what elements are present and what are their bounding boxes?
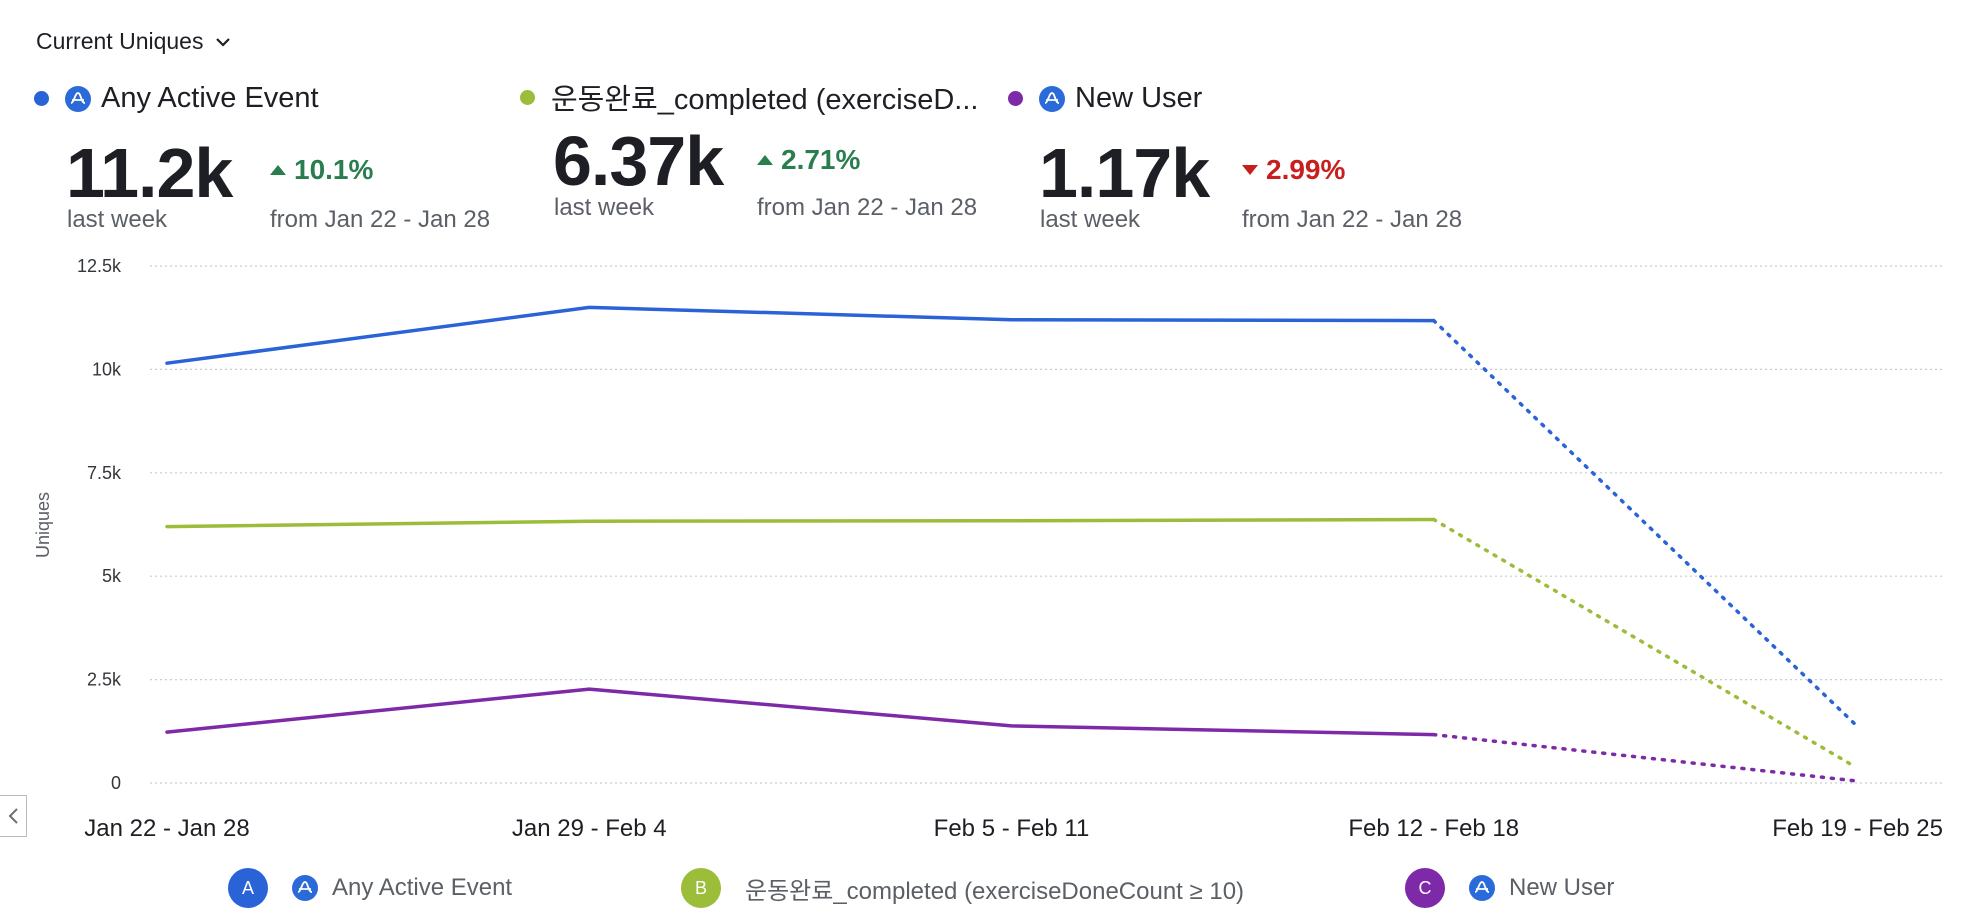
- chevron-left-icon: [8, 808, 18, 824]
- series-line-incomplete: [1432, 517, 1858, 770]
- y-axis-label: Uniques: [33, 492, 53, 558]
- amplitude-icon: [65, 85, 91, 112]
- chevron-down-icon: [216, 37, 231, 47]
- legend-item-c[interactable]: C New User: [1405, 868, 1614, 908]
- kpi-period: last week: [1040, 206, 1141, 233]
- y-tick-label: 0: [111, 773, 121, 793]
- kpi-value: 1.17k: [1039, 134, 1210, 212]
- x-tick-label: Jan 29 - Feb 4: [512, 815, 667, 842]
- series-dot: [34, 91, 49, 106]
- series-line: [165, 517, 1436, 529]
- x-tick-label: Feb 19 - Feb 25: [1772, 815, 1943, 842]
- kpi-delta: 2.71%: [757, 144, 860, 176]
- series-badge: A: [228, 868, 268, 908]
- kpi-from: from Jan 22 - Jan 28: [757, 194, 978, 221]
- kpi-from: from Jan 22 - Jan 28: [1242, 206, 1463, 233]
- metric-dropdown-label: Current Uniques: [36, 28, 204, 54]
- legend-label: New User: [1509, 874, 1615, 901]
- amplitude-icon: [1039, 85, 1065, 112]
- legend-item-a[interactable]: A Any Active Event: [228, 868, 512, 908]
- series-line-incomplete: [1432, 732, 1858, 783]
- kpi-period: last week: [67, 206, 168, 233]
- series-badge: B: [681, 868, 721, 908]
- kpi-name: 운동완료_completed (exerciseD...: [551, 84, 979, 116]
- collapse-panel-button[interactable]: [0, 795, 27, 837]
- kpi-name: Any Active Event: [101, 82, 319, 114]
- x-tick-label: Jan 22 - Jan 28: [84, 815, 249, 842]
- y-tick-label: 7.5k: [87, 463, 122, 483]
- metric-dropdown[interactable]: Current Uniques: [36, 28, 233, 55]
- legend-item-b[interactable]: B 운동완료_completed (exerciseDoneCount ≥ 10…: [681, 868, 1244, 908]
- amplitude-icon: [1469, 875, 1495, 901]
- series-badge: C: [1405, 868, 1445, 908]
- series-line-incomplete: [1432, 318, 1858, 727]
- up-arrow-icon: [270, 165, 286, 175]
- legend-label: Any Active Event: [332, 874, 513, 901]
- kpi-value: 11.2k: [66, 134, 233, 212]
- legend-label: 운동완료_completed (exerciseDoneCount ≥ 10): [745, 877, 1245, 905]
- kpi-value: 6.37k: [553, 122, 724, 200]
- x-tick-label: Feb 5 - Feb 11: [934, 815, 1090, 842]
- kpi-delta: 10.1%: [270, 154, 373, 186]
- x-tick-label: Feb 12 - Feb 18: [1348, 815, 1519, 842]
- y-tick-label: 2.5k: [87, 670, 122, 690]
- up-arrow-icon: [757, 155, 773, 165]
- series-line: [165, 305, 1436, 365]
- kpi-name: New User: [1075, 82, 1203, 114]
- y-tick-label: 12.5k: [77, 256, 122, 276]
- y-tick-label: 5k: [102, 566, 122, 586]
- series-dot: [520, 89, 535, 105]
- kpi-from: from Jan 22 - Jan 28: [270, 206, 491, 233]
- y-tick-label: 10k: [92, 359, 122, 379]
- amplitude-icon: [292, 875, 318, 901]
- down-arrow-icon: [1242, 165, 1258, 175]
- series-line: [165, 687, 1436, 737]
- kpi-delta: 2.99%: [1242, 154, 1345, 186]
- series-dot: [1008, 91, 1023, 106]
- kpi-period: last week: [554, 194, 655, 221]
